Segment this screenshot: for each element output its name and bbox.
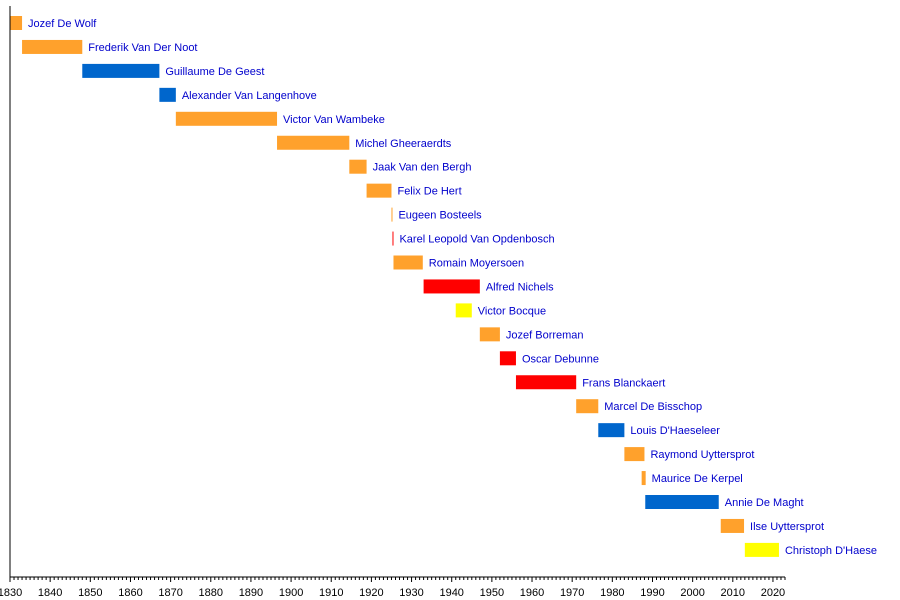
mayor-label: Raymond Uyttersprot bbox=[650, 449, 754, 461]
x-tick-label: 1840 bbox=[38, 587, 62, 599]
x-tick-label: 1920 bbox=[359, 587, 383, 599]
mayor-label: Alexander Van Langenhove bbox=[182, 90, 317, 102]
term-bar bbox=[479, 327, 500, 342]
x-tick-label: 1980 bbox=[600, 587, 624, 599]
x-tick-label: 1880 bbox=[199, 587, 223, 599]
term-bar bbox=[576, 399, 599, 414]
x-tick-label: 2020 bbox=[761, 587, 785, 599]
mayor-label: Frans Blanckaert bbox=[582, 377, 665, 389]
mayor-label: Ilse Uyttersprot bbox=[750, 521, 824, 533]
mayor-label: Annie De Maght bbox=[725, 497, 804, 509]
mayor-label: Victor Van Wambeke bbox=[283, 114, 385, 126]
term-bar bbox=[392, 231, 394, 246]
term-bar bbox=[277, 135, 350, 150]
mayor-label: Christoph D'Haese bbox=[785, 545, 877, 557]
x-tick-label: 1930 bbox=[399, 587, 423, 599]
term-bar bbox=[455, 303, 472, 318]
x-tick-label: 1860 bbox=[118, 587, 142, 599]
mayor-label: Jaak Van den Bergh bbox=[373, 162, 472, 174]
term-bar bbox=[349, 159, 367, 174]
x-tick-label: 1960 bbox=[520, 587, 544, 599]
term-bar bbox=[391, 207, 393, 222]
mayor-label: Guillaume De Geest bbox=[165, 66, 264, 78]
x-tick-label: 1890 bbox=[239, 587, 263, 599]
term-bar bbox=[744, 542, 779, 557]
term-bar bbox=[175, 111, 278, 126]
mayor-label: Karel Leopold Van Opdenbosch bbox=[399, 234, 554, 246]
x-tick-label: 1990 bbox=[640, 587, 664, 599]
x-tick-label: 1850 bbox=[78, 587, 102, 599]
term-bar bbox=[393, 255, 423, 270]
term-bar bbox=[159, 87, 176, 102]
x-tick-label: 1950 bbox=[480, 587, 504, 599]
term-bar bbox=[515, 375, 577, 390]
term-bar bbox=[499, 351, 516, 366]
x-tick-label: 1830 bbox=[0, 587, 22, 599]
x-tick-label: 1870 bbox=[158, 587, 182, 599]
mayor-label: Louis D'Haeseleer bbox=[630, 425, 720, 437]
mayor-label: Victor Bocque bbox=[478, 305, 546, 317]
mayor-label: Romain Moyersoen bbox=[429, 258, 524, 270]
mayor-label: Jozef De Wolf bbox=[28, 18, 97, 30]
mayor-label: Oscar Debunne bbox=[522, 353, 599, 365]
x-tick-label: 1970 bbox=[560, 587, 584, 599]
term-bar bbox=[423, 279, 480, 294]
labels-layer: Jozef De Wolf Frederik Van Der Noot Guilla… bbox=[28, 18, 877, 557]
mayor-label: Jozef Borreman bbox=[506, 329, 584, 341]
mayor-label: Maurice De Kerpel bbox=[652, 473, 743, 485]
term-bar bbox=[598, 423, 625, 438]
x-tick-label: 1910 bbox=[319, 587, 343, 599]
mayor-label: Marcel De Bisschop bbox=[604, 401, 702, 413]
mayor-label: Eugeen Bosteels bbox=[398, 210, 482, 222]
term-bar bbox=[366, 183, 392, 198]
x-tick-label: 1900 bbox=[279, 587, 303, 599]
x-tick-label: 2000 bbox=[680, 587, 704, 599]
term-bar bbox=[10, 16, 23, 30]
x-tick-label: 2010 bbox=[721, 587, 745, 599]
mayor-label: Alfred Nichels bbox=[486, 281, 554, 293]
term-bar bbox=[720, 518, 745, 533]
mayor-label: Frederik Van Der Noot bbox=[88, 42, 197, 54]
term-bar bbox=[645, 495, 719, 509]
mayor-label: Felix De Hert bbox=[397, 186, 461, 198]
mayor-label: Michel Gheeraerdts bbox=[355, 138, 451, 150]
x-tick-label: 1940 bbox=[439, 587, 463, 599]
term-bar bbox=[22, 39, 83, 54]
bars-layer bbox=[10, 16, 779, 557]
term-bar bbox=[641, 471, 646, 486]
time-axis: 1830 1840 1850 1860 1870 1880 1890 1900 1910 1920… bbox=[0, 6, 786, 599]
term-bar bbox=[624, 447, 645, 462]
term-bar bbox=[82, 63, 160, 78]
